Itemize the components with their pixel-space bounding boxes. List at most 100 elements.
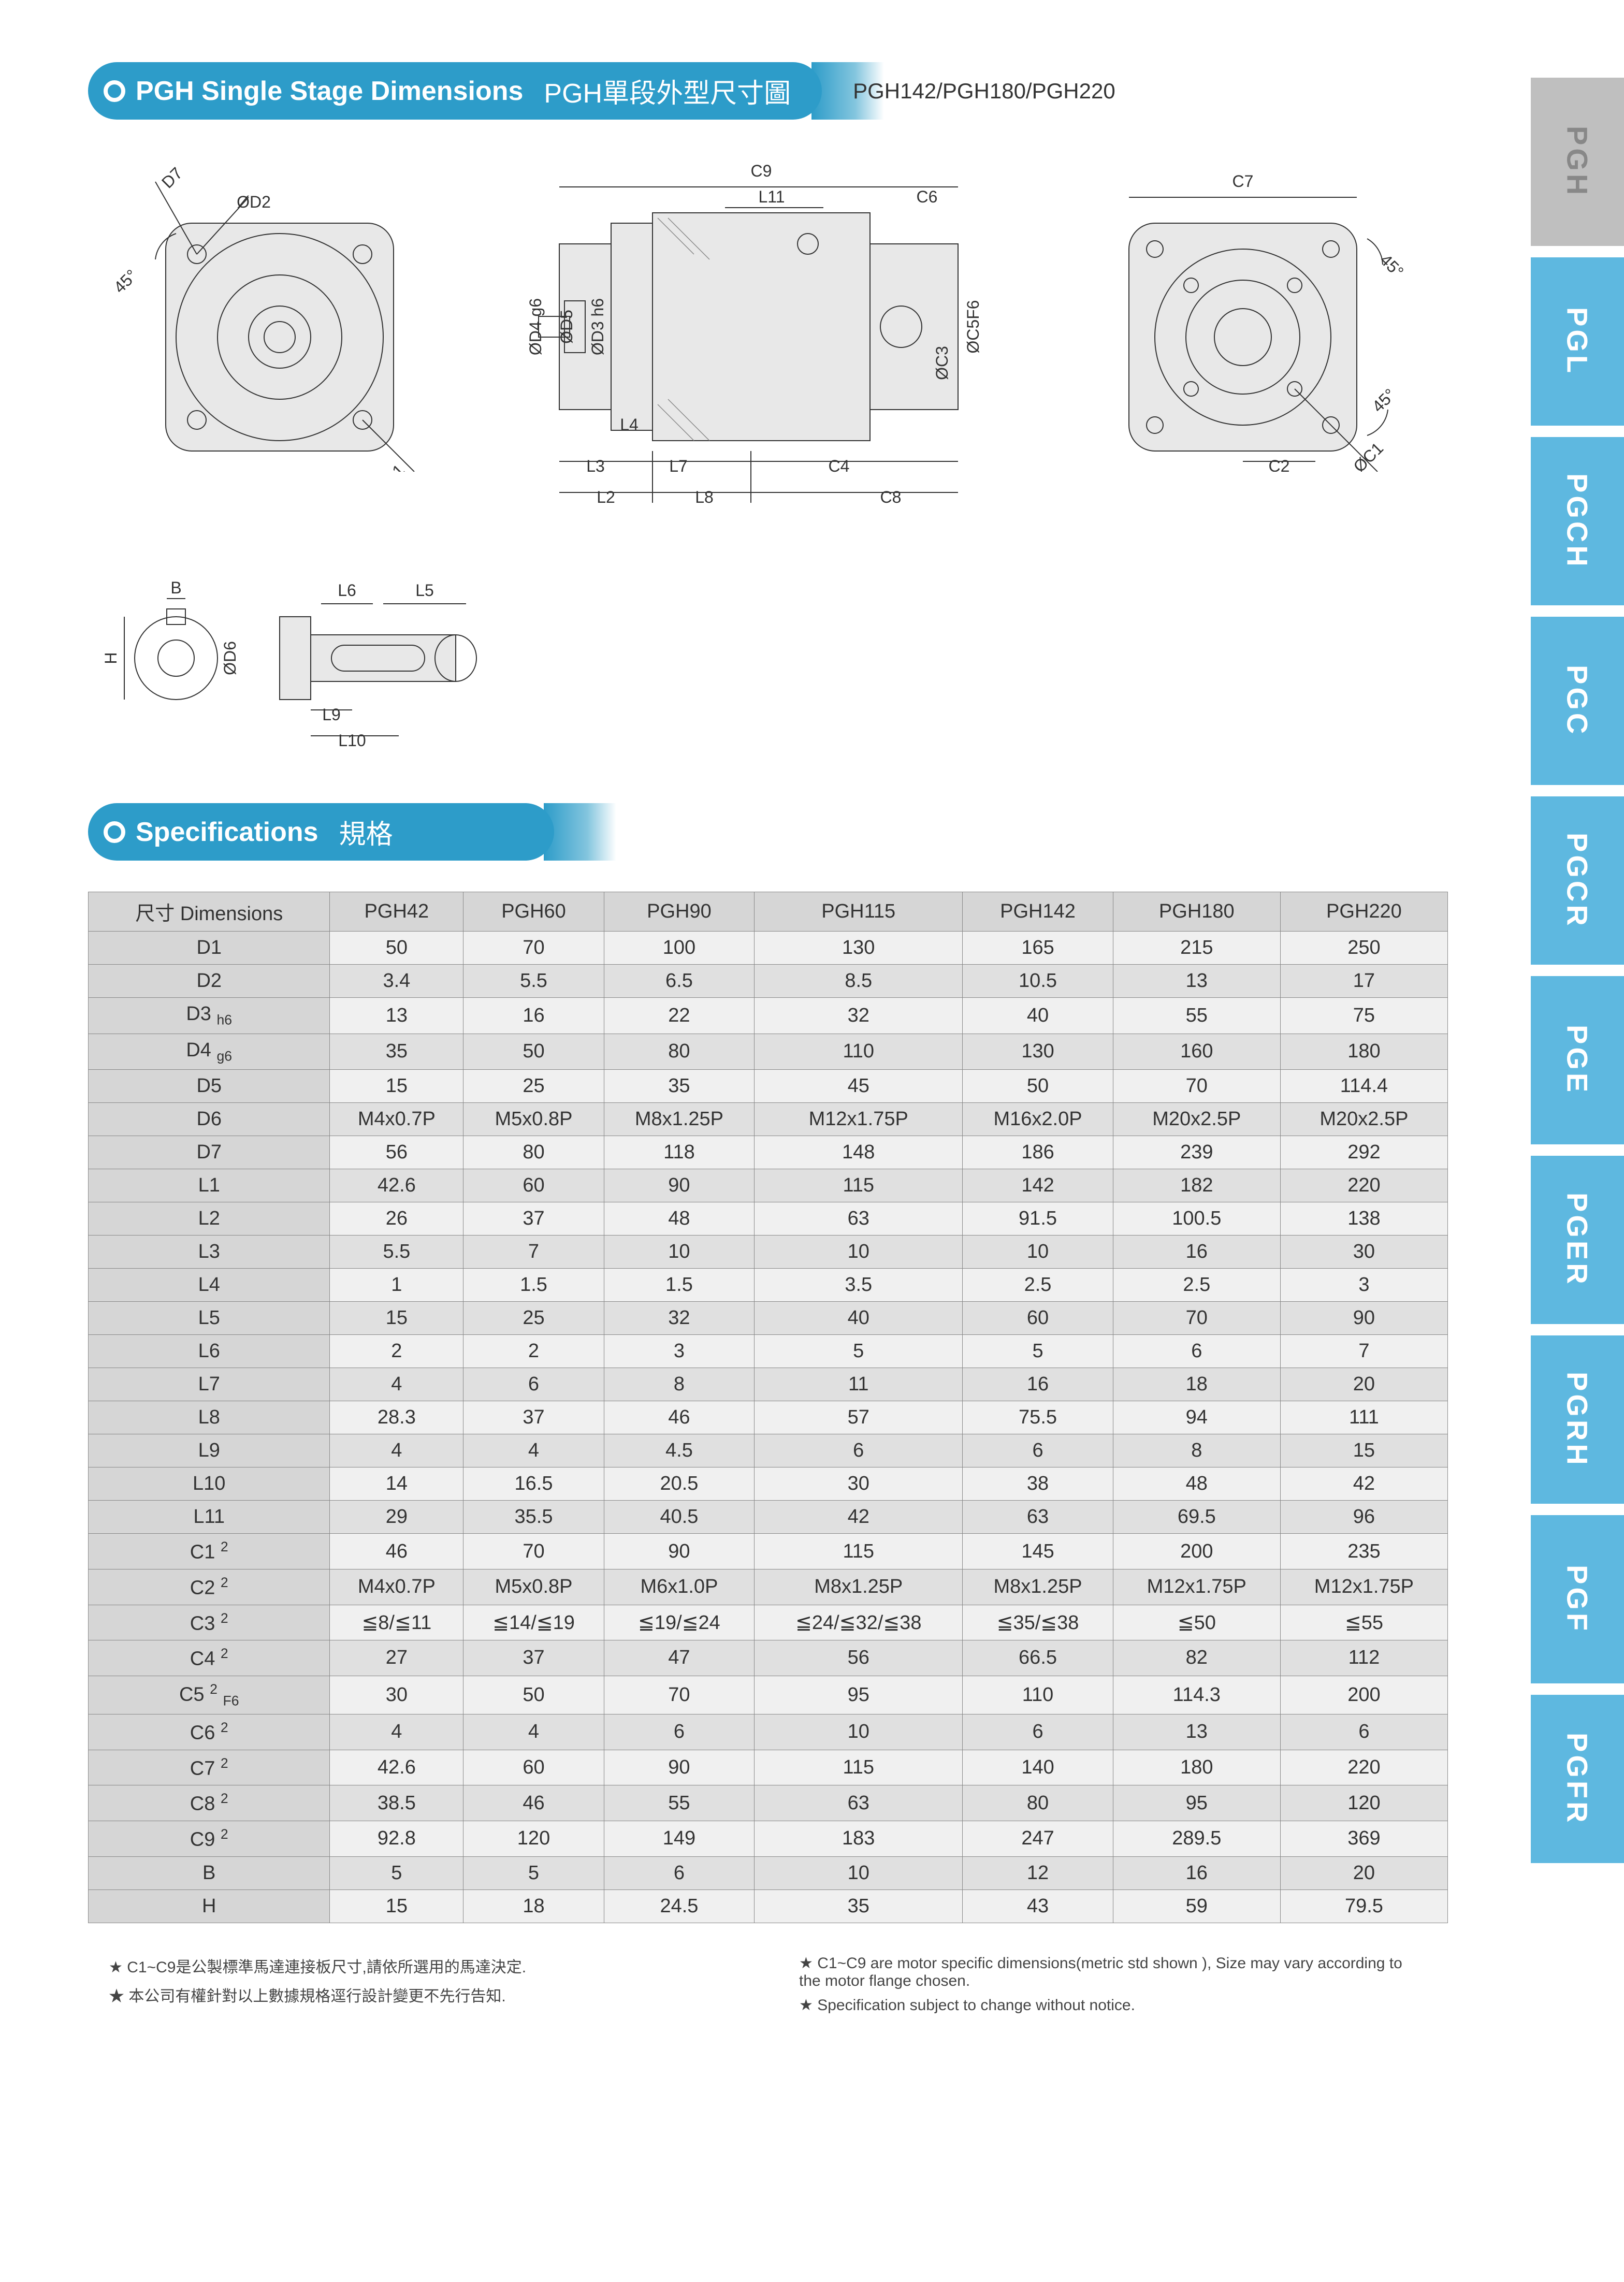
dimension-label: L7: [89, 1368, 330, 1401]
nav-tab-pgl[interactable]: PGL: [1531, 257, 1624, 426]
dimension-label: C9 2: [89, 1821, 330, 1857]
spec-value: 46: [604, 1401, 754, 1434]
specifications-title-en: Specifications: [136, 817, 318, 848]
specifications-table: 尺寸 DimensionsPGH42PGH60PGH90PGH115PGH142…: [88, 892, 1448, 1923]
spec-value: 15: [330, 1302, 463, 1335]
spec-value: 3.5: [755, 1269, 963, 1302]
spec-value: 1: [330, 1269, 463, 1302]
spec-value: 70: [463, 1534, 604, 1569]
table-row: L746811161820: [89, 1368, 1448, 1401]
spec-value: 22: [604, 998, 754, 1034]
spec-value: 47: [604, 1640, 754, 1676]
table-row: C1 2467090115145200235: [89, 1534, 1448, 1569]
spec-value: 5: [963, 1335, 1113, 1368]
spec-value: 82: [1113, 1640, 1280, 1676]
spec-value: 215: [1113, 932, 1280, 965]
spec-value: 95: [1113, 1785, 1280, 1821]
spec-value: 24.5: [604, 1889, 754, 1923]
svg-text:H: H: [102, 652, 120, 664]
spec-value: 30: [755, 1467, 963, 1501]
spec-value: 40.5: [604, 1501, 754, 1534]
spec-value: 3: [1280, 1269, 1447, 1302]
spec-value: ≦19/≦24: [604, 1605, 754, 1640]
notes-en: ★ C1~C9 are motor specific dimensions(me…: [799, 1954, 1427, 2021]
spec-value: 8: [1113, 1434, 1280, 1467]
spec-value: 4: [330, 1368, 463, 1401]
spec-value: 48: [604, 1202, 754, 1236]
spec-value: 94: [1113, 1401, 1280, 1434]
spec-value: 27: [330, 1640, 463, 1676]
spec-value: 10: [755, 1856, 963, 1889]
spec-value: 6: [1280, 1714, 1447, 1750]
table-header-cell: PGH115: [755, 892, 963, 932]
spec-value: 165: [963, 932, 1113, 965]
spec-value: 292: [1280, 1136, 1447, 1169]
nav-tab-pgrh[interactable]: PGRH: [1531, 1335, 1624, 1504]
spec-value: 182: [1113, 1169, 1280, 1202]
table-row: L515253240607090: [89, 1302, 1448, 1335]
spec-value: M8x1.25P: [604, 1103, 754, 1136]
table-row: D5152535455070114.4: [89, 1070, 1448, 1103]
spec-value: 70: [1113, 1070, 1280, 1103]
spec-value: 79.5: [1280, 1889, 1447, 1923]
spec-value: 5: [755, 1335, 963, 1368]
table-row: H151824.535435979.5: [89, 1889, 1448, 1923]
svg-text:B: B: [170, 578, 181, 597]
spec-value: M20x2.5P: [1280, 1103, 1447, 1136]
spec-value: 17: [1280, 965, 1447, 998]
nav-tab-pgfr[interactable]: PGFR: [1531, 1695, 1624, 1863]
spec-value: 20: [1280, 1368, 1447, 1401]
technical-drawings: □L1 ØD2 D7 ØD1 45°: [88, 151, 1448, 751]
spec-value: 42: [755, 1501, 963, 1534]
spec-value: 120: [1280, 1785, 1447, 1821]
spec-value: 3.4: [330, 965, 463, 998]
spec-value: 220: [1280, 1169, 1447, 1202]
spec-value: 90: [1280, 1302, 1447, 1335]
nav-tab-pgcr[interactable]: PGCR: [1531, 796, 1624, 965]
drawing-rear-flange: C7 C2 ØC1 45° 45°: [1051, 151, 1424, 472]
nav-tab-pge[interactable]: PGE: [1531, 976, 1624, 1144]
dimensions-pill: PGH Single Stage Dimensions PGH單段外型尺寸圖: [88, 62, 822, 120]
table-row: D23.45.56.58.510.51317: [89, 965, 1448, 998]
nav-tab-pgch[interactable]: PGCH: [1531, 437, 1624, 605]
dimension-label: D4 g6: [89, 1034, 330, 1070]
spec-value: 95: [755, 1676, 963, 1714]
dimension-label: C6 2: [89, 1714, 330, 1750]
svg-text:L9: L9: [322, 705, 341, 724]
table-row: C6 2446106136: [89, 1714, 1448, 1750]
spec-value: 3: [604, 1335, 754, 1368]
spec-value: 66.5: [963, 1640, 1113, 1676]
spec-value: 7: [1280, 1335, 1447, 1368]
spec-value: 4: [330, 1714, 463, 1750]
dimension-label: D2: [89, 965, 330, 998]
svg-text:ØD6: ØD6: [221, 641, 239, 675]
model-subtitle: PGH142/PGH180/PGH220: [853, 79, 1115, 104]
spec-value: 5.5: [463, 965, 604, 998]
nav-tab-pgf[interactable]: PGF: [1531, 1515, 1624, 1683]
dimension-label: L9: [89, 1434, 330, 1467]
table-row: D75680118148186239292: [89, 1136, 1448, 1169]
spec-value: 63: [755, 1202, 963, 1236]
spec-value: 138: [1280, 1202, 1447, 1236]
spec-value: 70: [463, 932, 604, 965]
nav-tab-pgc[interactable]: PGC: [1531, 617, 1624, 785]
spec-value: 69.5: [1113, 1501, 1280, 1534]
note-en-2: ★ Specification subject to change withou…: [799, 1996, 1427, 2014]
spec-value: 90: [604, 1169, 754, 1202]
spec-value: 6: [1113, 1335, 1280, 1368]
spec-value: 369: [1280, 1821, 1447, 1857]
spec-value: 35: [755, 1889, 963, 1923]
dimensions-header: PGH Single Stage Dimensions PGH單段外型尺寸圖 P…: [88, 62, 1448, 120]
spec-value: 10: [755, 1236, 963, 1269]
spec-value: 37: [463, 1202, 604, 1236]
nav-tab-pger[interactable]: PGER: [1531, 1156, 1624, 1324]
nav-tab-pgh[interactable]: PGH: [1531, 78, 1624, 246]
spec-value: 46: [463, 1785, 604, 1821]
svg-text:L11: L11: [758, 187, 785, 206]
drawing-front-flange: □L1 ØD2 D7 ØD1 45°: [88, 151, 461, 472]
spec-value: 235: [1280, 1534, 1447, 1569]
svg-text:C6: C6: [917, 187, 938, 206]
spec-value: 5.5: [330, 1236, 463, 1269]
spec-value: 1.5: [604, 1269, 754, 1302]
bullet-icon: [104, 821, 125, 843]
